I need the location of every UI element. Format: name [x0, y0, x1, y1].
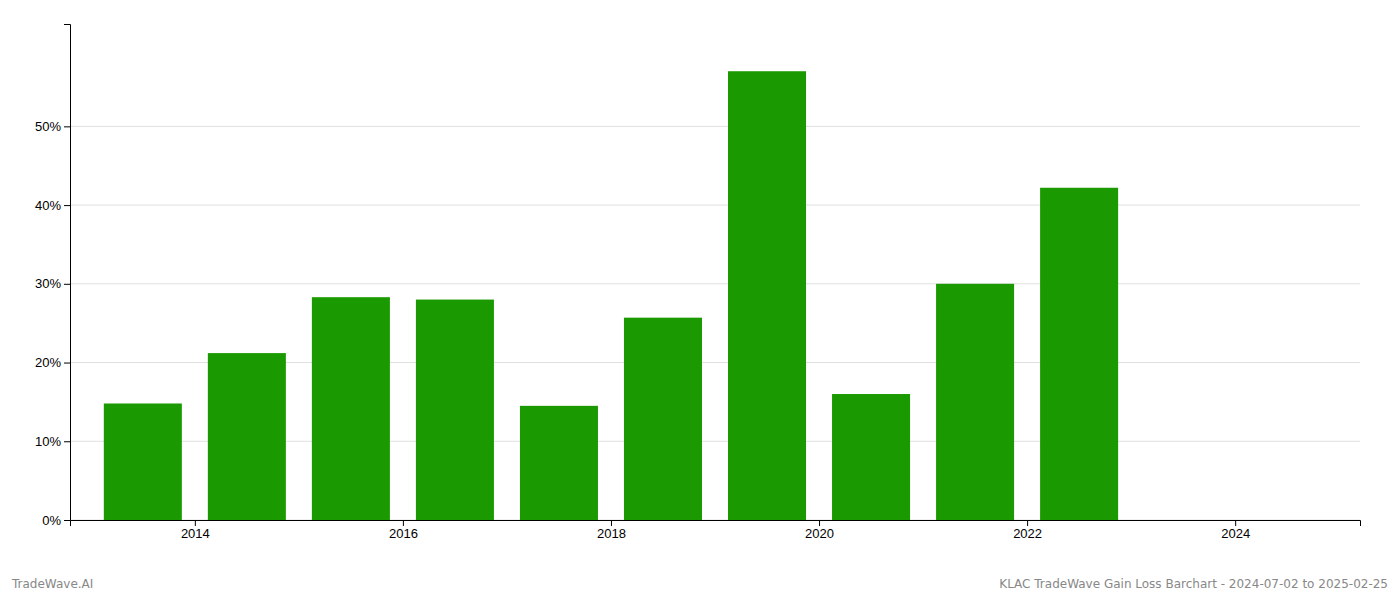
x-tick-mark: [819, 520, 820, 526]
chart: 0% 10% 20% 30% 40% 50% 2014 2016 2018 2020 2022 202…: [0, 0, 1400, 600]
y-tick-label: 30%: [35, 276, 61, 291]
y-axis-line: [64, 25, 71, 521]
y-tick-mark: [64, 126, 70, 127]
grid: [70, 126, 1360, 520]
y-tick: 10%: [35, 434, 70, 449]
x-tick-mark: [1027, 520, 1028, 526]
x-tick: 2014: [181, 520, 210, 541]
bar: [104, 403, 182, 520]
x-tick-label: 2020: [805, 526, 834, 541]
footer-text: KLAC TradeWave Gain Loss Barchart - 2024…: [999, 577, 1388, 591]
x-tick: 2020: [805, 520, 834, 541]
x-axis: 2014 2016 2018 2020 2022 2024: [71, 520, 1361, 541]
y-tick-label: 20%: [35, 355, 61, 370]
x-tick-label: 2024: [1221, 526, 1250, 541]
bar: [1040, 188, 1118, 520]
x-tick: 2024: [1221, 520, 1250, 541]
y-tick-mark: [64, 205, 70, 206]
x-axis-line: [71, 521, 1361, 527]
x-tick-mark: [195, 520, 196, 526]
y-tick-mark: [64, 520, 70, 521]
bar: [832, 394, 910, 520]
y-tick: 50%: [35, 119, 70, 134]
y-tick-mark: [64, 441, 70, 442]
bars: [104, 71, 1118, 520]
bar: [208, 353, 286, 520]
bar: [312, 297, 390, 520]
bar: [728, 71, 806, 520]
y-axis: 0% 10% 20% 30% 40% 50%: [35, 25, 71, 528]
y-tick-mark: [64, 284, 70, 285]
bar: [1144, 520, 1222, 521]
footer-text: TradeWave.AI: [11, 577, 93, 591]
y-tick-label: 40%: [35, 198, 61, 213]
bar: [520, 406, 598, 520]
bar: [416, 300, 494, 520]
grid-line: [70, 126, 1360, 127]
x-tick-label: 2018: [597, 526, 626, 541]
grid-line: [70, 205, 1360, 206]
x-tick: 2018: [597, 520, 626, 541]
x-tick-label: 2022: [1013, 526, 1042, 541]
grid-line: [70, 283, 1360, 284]
x-tick-mark: [611, 520, 612, 526]
x-tick: 2016: [389, 520, 418, 541]
bar: [936, 284, 1014, 520]
bar: [624, 318, 702, 520]
x-tick-label: 2016: [389, 526, 418, 541]
y-tick-mark: [64, 363, 70, 364]
x-tick: 2022: [1013, 520, 1042, 541]
y-tick: 40%: [35, 198, 70, 213]
y-tick-label: 50%: [35, 119, 61, 134]
footer: TradeWave.AI KLAC TradeWave Gain Loss Bar…: [11, 577, 1388, 591]
y-tick: 0%: [42, 513, 70, 528]
x-tick-mark: [1235, 520, 1236, 526]
y-tick-label: 10%: [35, 434, 61, 449]
y-tick: 20%: [35, 355, 70, 370]
y-tick-label: 0%: [42, 513, 61, 528]
plot: 0% 10% 20% 30% 40% 50% 2014 2016 2018 2020 2022 202…: [35, 25, 1361, 542]
y-tick: 30%: [35, 276, 70, 291]
x-tick-mark: [403, 520, 404, 526]
x-tick-label: 2014: [181, 526, 210, 541]
